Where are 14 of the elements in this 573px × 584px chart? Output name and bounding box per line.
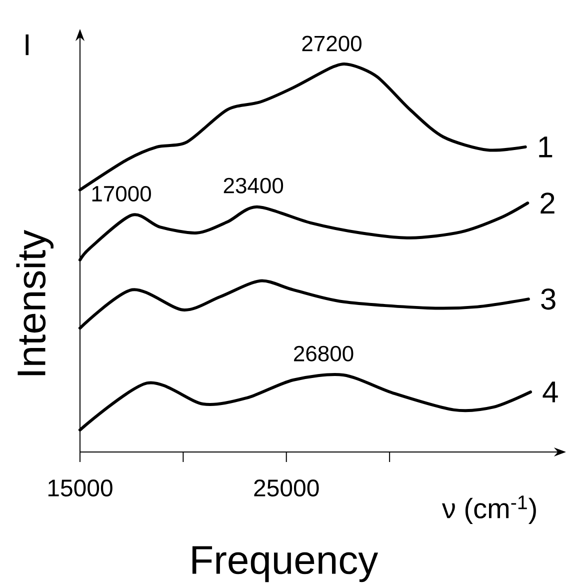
series-label: 2 — [540, 192, 554, 214]
series-label: 3 — [541, 288, 556, 310]
x-axis-title: Frequency — [192, 546, 378, 582]
annotation: 27200 — [302, 36, 362, 52]
annotation: 17000 — [92, 186, 151, 202]
annotation: 26800 — [294, 346, 354, 362]
x-tick-label: 15000 — [48, 480, 112, 497]
series-label: 4 — [542, 382, 558, 402]
annotation: 23400 — [224, 178, 284, 194]
series-label: 1 — [539, 136, 552, 158]
x-tick-label: 25000 — [254, 480, 319, 497]
text: ν (cm$^{-1}$) — [442, 496, 536, 524]
y-axis-title: Intensity — [16, 230, 54, 376]
text: I — [26, 34, 29, 56]
